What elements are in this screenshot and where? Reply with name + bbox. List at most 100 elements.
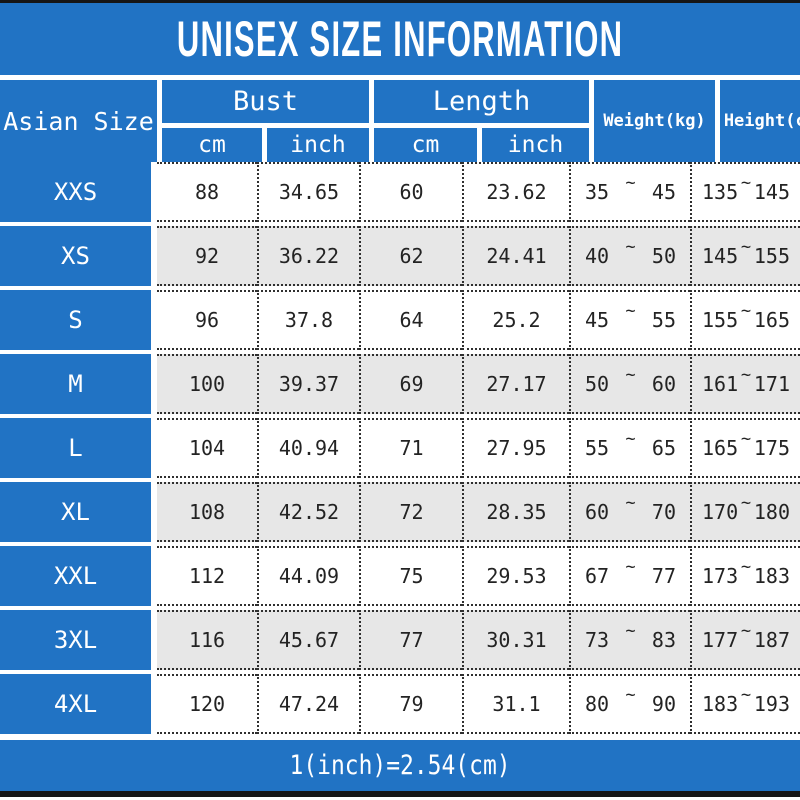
- weight-max: 77: [651, 564, 676, 588]
- size-label: XXS: [0, 162, 157, 222]
- header-length: Length: [374, 80, 589, 123]
- size-label: 4XL: [0, 674, 157, 734]
- divider: [0, 734, 800, 740]
- size-label: S: [0, 290, 157, 350]
- height-range: 177 ~ 187: [690, 610, 800, 670]
- height-min: 183: [702, 692, 739, 716]
- height-range: 135 ~ 145: [690, 162, 800, 222]
- table-row-xxl: XXL 112 44.09 75 29.53 67 ~ 77 173 ~ 183: [0, 546, 800, 606]
- height-range: 170 ~ 180: [690, 482, 800, 542]
- tilde: ~: [740, 301, 752, 321]
- bust-cm-value: 108: [157, 482, 257, 542]
- header-bust: Bust: [162, 80, 369, 123]
- size-label: M: [0, 354, 157, 414]
- bust-inch-value: 37.8: [257, 290, 359, 350]
- header-height: Height(cm): [720, 80, 800, 162]
- weight-range: 50 ~ 60: [569, 354, 690, 414]
- length-cm-value: 62: [359, 226, 462, 286]
- weight-range: 80 ~ 90: [569, 674, 690, 734]
- bust-cm-value: 88: [157, 162, 257, 222]
- bust-cm-value: 100: [157, 354, 257, 414]
- length-cm-value: 79: [359, 674, 462, 734]
- weight-range: 55 ~ 65: [569, 418, 690, 478]
- length-inch-value: 24.41: [462, 226, 569, 286]
- size-label: XL: [0, 482, 157, 542]
- bust-inch-value: 44.09: [257, 546, 359, 606]
- size-label: XXL: [0, 546, 157, 606]
- header-weight: Weight(kg): [594, 80, 715, 162]
- weight-range: 67 ~ 77: [569, 546, 690, 606]
- size-label: 3XL: [0, 610, 157, 670]
- top-border-line: [0, 0, 800, 3]
- height-range: 183 ~ 193: [690, 674, 800, 734]
- weight-range: 45 ~ 55: [569, 290, 690, 350]
- weight-min: 73: [585, 628, 610, 652]
- weight-max: 55: [651, 308, 676, 332]
- size-label: L: [0, 418, 157, 478]
- length-inch-value: 29.53: [462, 546, 569, 606]
- table-row-m: M 100 39.37 69 27.17 50 ~ 60 161 ~ 171: [0, 354, 800, 414]
- table-row-xl: XL 108 42.52 72 28.35 60 ~ 70 170 ~ 180: [0, 482, 800, 542]
- bust-inch-value: 39.37: [257, 354, 359, 414]
- length-inch-value: 30.31: [462, 610, 569, 670]
- height-min: 173: [702, 564, 739, 588]
- tilde: ~: [625, 237, 636, 257]
- weight-range: 35 ~ 45: [569, 162, 690, 222]
- table-row-4xl: 4XL 120 47.24 79 31.1 80 ~ 90 183 ~ 193: [0, 674, 800, 734]
- length-cm-value: 60: [359, 162, 462, 222]
- tilde: ~: [625, 493, 636, 513]
- weight-max: 60: [651, 372, 676, 396]
- weight-max: 83: [651, 628, 676, 652]
- length-cm-value: 69: [359, 354, 462, 414]
- bust-cm-value: 112: [157, 546, 257, 606]
- tilde: ~: [740, 365, 752, 385]
- length-cm-value: 71: [359, 418, 462, 478]
- tilde: ~: [740, 685, 752, 705]
- tilde: ~: [740, 429, 752, 449]
- weight-range: 73 ~ 83: [569, 610, 690, 670]
- weight-range: 40 ~ 50: [569, 226, 690, 286]
- height-min: 165: [702, 436, 739, 460]
- weight-min: 80: [585, 692, 610, 716]
- tilde: ~: [625, 429, 636, 449]
- weight-max: 70: [651, 500, 676, 524]
- height-max: 171: [753, 372, 790, 396]
- footer-banner: 1(inch)=2.54(cm): [0, 740, 800, 791]
- bottom-edge: [0, 797, 800, 800]
- height-range: 165 ~ 175: [690, 418, 800, 478]
- height-max: 165: [753, 308, 790, 332]
- page-title: UNISEX SIZE INFORMATION: [176, 11, 624, 67]
- height-max: 155: [753, 244, 790, 268]
- height-max: 175: [753, 436, 790, 460]
- tilde: ~: [740, 237, 752, 257]
- weight-max: 90: [651, 692, 676, 716]
- weight-min: 50: [585, 372, 610, 396]
- tilde: ~: [625, 301, 636, 321]
- header-asian-size: Asian Size: [0, 80, 157, 162]
- length-inch-value: 23.62: [462, 162, 569, 222]
- bust-inch-value: 42.52: [257, 482, 359, 542]
- length-cm-value: 64: [359, 290, 462, 350]
- tilde: ~: [740, 493, 752, 513]
- table-row-xxs: XXS 88 34.65 60 23.62 35 ~ 45 135 ~ 145: [0, 162, 800, 222]
- weight-min: 40: [585, 244, 610, 268]
- bottom-border-line: [0, 791, 800, 797]
- height-max: 180: [753, 500, 790, 524]
- header-length-inch: inch: [482, 128, 589, 162]
- tilde: ~: [625, 685, 636, 705]
- height-min: 135: [702, 180, 739, 204]
- length-cm-value: 75: [359, 546, 462, 606]
- weight-range: 60 ~ 70: [569, 482, 690, 542]
- tilde: ~: [625, 557, 636, 577]
- length-inch-value: 28.35: [462, 482, 569, 542]
- weight-max: 65: [651, 436, 676, 460]
- tilde: ~: [625, 621, 636, 641]
- weight-min: 60: [585, 500, 610, 524]
- bust-inch-value: 47.24: [257, 674, 359, 734]
- bust-cm-value: 96: [157, 290, 257, 350]
- header-bust-inch: inch: [267, 128, 369, 162]
- table-header: Asian Size Bust Length Weight(kg) Height…: [0, 80, 800, 162]
- divider: [0, 75, 800, 80]
- conversion-note: 1(inch)=2.54(cm): [289, 750, 511, 781]
- bust-inch-value: 45.67: [257, 610, 359, 670]
